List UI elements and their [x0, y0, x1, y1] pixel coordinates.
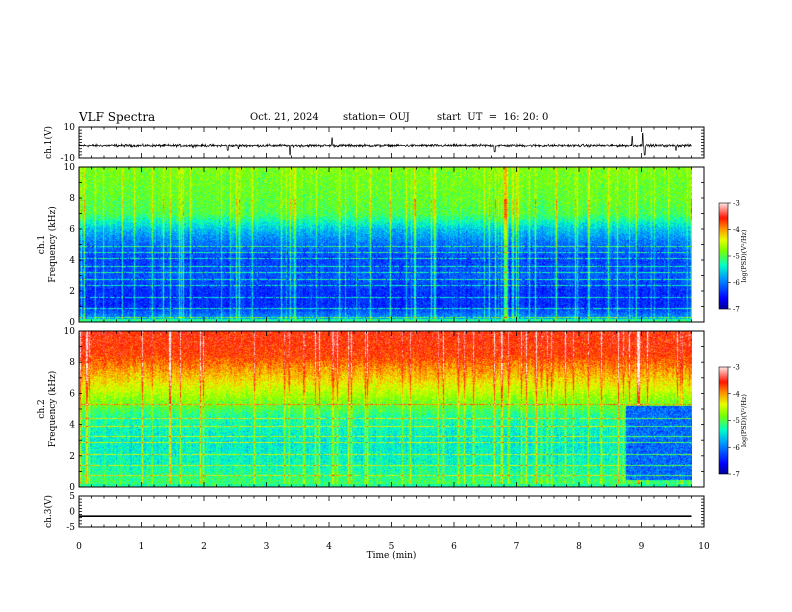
- x-tick-label: 0: [76, 542, 82, 552]
- ch2-spec-ytick-label: 0: [69, 483, 75, 493]
- x-tick-label: 10: [698, 542, 710, 552]
- ch1-spec-xticks: [78, 167, 705, 322]
- ch1-wave-ytick-label: 10: [64, 123, 76, 133]
- x-tick-label: 5: [389, 542, 395, 552]
- ch1-spec-yticks: [79, 166, 704, 323]
- ch1-spec-colorbar: [719, 203, 728, 309]
- x-tick-label: 7: [514, 542, 520, 552]
- x-tick-label: 2: [201, 542, 207, 552]
- ch1-spec-ytick-label: 6: [69, 225, 75, 235]
- ch1-wave-ylabel: ch.1(V): [43, 126, 54, 159]
- ch2-spec-channel-label: ch.2: [37, 399, 47, 418]
- ch2-spec-colorbar: [719, 367, 728, 474]
- ch1-spec-colorbar-tick: -7: [733, 306, 740, 314]
- x-tick-label: 6: [451, 542, 457, 552]
- ch1-spec-colorbar-tick: -5: [733, 253, 740, 261]
- ch1-wave-xticks: [78, 127, 705, 158]
- ch1-spec-channel-label: ch.1: [37, 235, 47, 254]
- ch2-spec-ytick-label: 10: [64, 327, 76, 337]
- ch3-wave-xticks: [78, 496, 705, 527]
- ch2-spec-xticks: [78, 331, 705, 487]
- ch2-spec-ytick-label: 2: [69, 452, 75, 462]
- ch2-spec-ytick-label: 4: [69, 421, 75, 431]
- ch2-spec-ytick-label: 8: [69, 358, 75, 368]
- ch1-spec-ytick-label: 8: [69, 194, 75, 204]
- x-tick-label: 4: [326, 542, 332, 552]
- ch1-wave-trace: [78, 132, 692, 156]
- date-label: Oct. 21, 2024: [250, 112, 319, 123]
- ch1-spec-ytick-label: 2: [69, 287, 75, 297]
- ch1-spec-ytick-label: 0: [69, 318, 75, 328]
- station-label: station= OUJ: [343, 112, 410, 123]
- ch2-spec-image: [79, 331, 692, 487]
- ch2-spec-colorbar-tick: -5: [733, 417, 740, 425]
- ch1-spec-colorbar-tick: -4: [733, 226, 740, 234]
- ch3-wave-ytick-label: 0: [69, 508, 75, 518]
- x-tick-label: 9: [639, 542, 645, 552]
- ch2-spec-colorbar-tick: -4: [733, 390, 740, 398]
- ch3-wave-ytick-label: -5: [66, 523, 75, 533]
- start-time-label: start UT = 16: 20: 0: [437, 112, 549, 123]
- ch2-spec-colorbar-tick: -3: [733, 364, 740, 372]
- x-tick-label: 1: [139, 542, 145, 552]
- x-axis-label: Time (min): [367, 550, 417, 561]
- ch1-wave-ytick-label: -10: [61, 154, 76, 164]
- ch3-wave-ylabel: ch.3(V): [43, 495, 54, 528]
- ch1-spec-ylabel: Frequency (kHz): [47, 206, 58, 283]
- ch2-spec-colorbar-tick: -6: [733, 444, 740, 452]
- figure-title: VLF Spectra: [79, 110, 156, 124]
- ch3-wave-yticks: [79, 495, 704, 528]
- ch2-spec-yticks: [79, 330, 704, 488]
- ch1-spec-colorbar-tick: -3: [733, 200, 740, 208]
- x-tick-label: 8: [576, 542, 582, 552]
- ch2-spec-colorbar-tick: -7: [733, 471, 740, 479]
- ch1-spec-colorbar-tick: -6: [733, 279, 740, 287]
- ch1-spec-ytick-label: 10: [64, 163, 76, 173]
- ch2-spec-ylabel: Frequency (kHz): [47, 371, 58, 448]
- ch1-spec-image: [79, 167, 692, 322]
- ch1-spec-colorbar-label: log(PSD)(V²/Hz): [740, 229, 748, 282]
- ch2-spec-colorbar-label: log(PSD)(V²/Hz): [740, 394, 748, 447]
- ch2-spec-ytick-label: 6: [69, 389, 75, 399]
- x-tick-label: 3: [264, 542, 270, 552]
- ch3-wave-ytick-label: 5: [69, 492, 75, 502]
- ch1-spec-ytick-label: 4: [69, 256, 75, 266]
